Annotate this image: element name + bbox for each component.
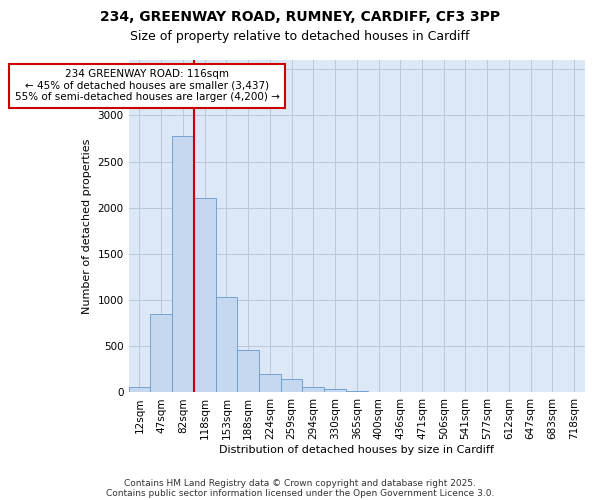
Bar <box>259 374 281 392</box>
Bar <box>215 298 237 392</box>
Bar <box>281 379 302 392</box>
Y-axis label: Number of detached properties: Number of detached properties <box>82 138 92 314</box>
Text: 234 GREENWAY ROAD: 116sqm
← 45% of detached houses are smaller (3,437)
55% of se: 234 GREENWAY ROAD: 116sqm ← 45% of detac… <box>14 69 280 102</box>
Bar <box>302 387 324 392</box>
Text: 234, GREENWAY ROAD, RUMNEY, CARDIFF, CF3 3PP: 234, GREENWAY ROAD, RUMNEY, CARDIFF, CF3… <box>100 10 500 24</box>
Text: Size of property relative to detached houses in Cardiff: Size of property relative to detached ho… <box>130 30 470 43</box>
Bar <box>237 350 259 393</box>
Bar <box>324 389 346 392</box>
X-axis label: Distribution of detached houses by size in Cardiff: Distribution of detached houses by size … <box>220 445 494 455</box>
Bar <box>194 198 215 392</box>
Bar <box>128 388 151 392</box>
Bar <box>346 390 368 392</box>
Bar <box>151 314 172 392</box>
Bar <box>172 136 194 392</box>
Text: Contains HM Land Registry data © Crown copyright and database right 2025.: Contains HM Land Registry data © Crown c… <box>124 478 476 488</box>
Text: Contains public sector information licensed under the Open Government Licence 3.: Contains public sector information licen… <box>106 488 494 498</box>
